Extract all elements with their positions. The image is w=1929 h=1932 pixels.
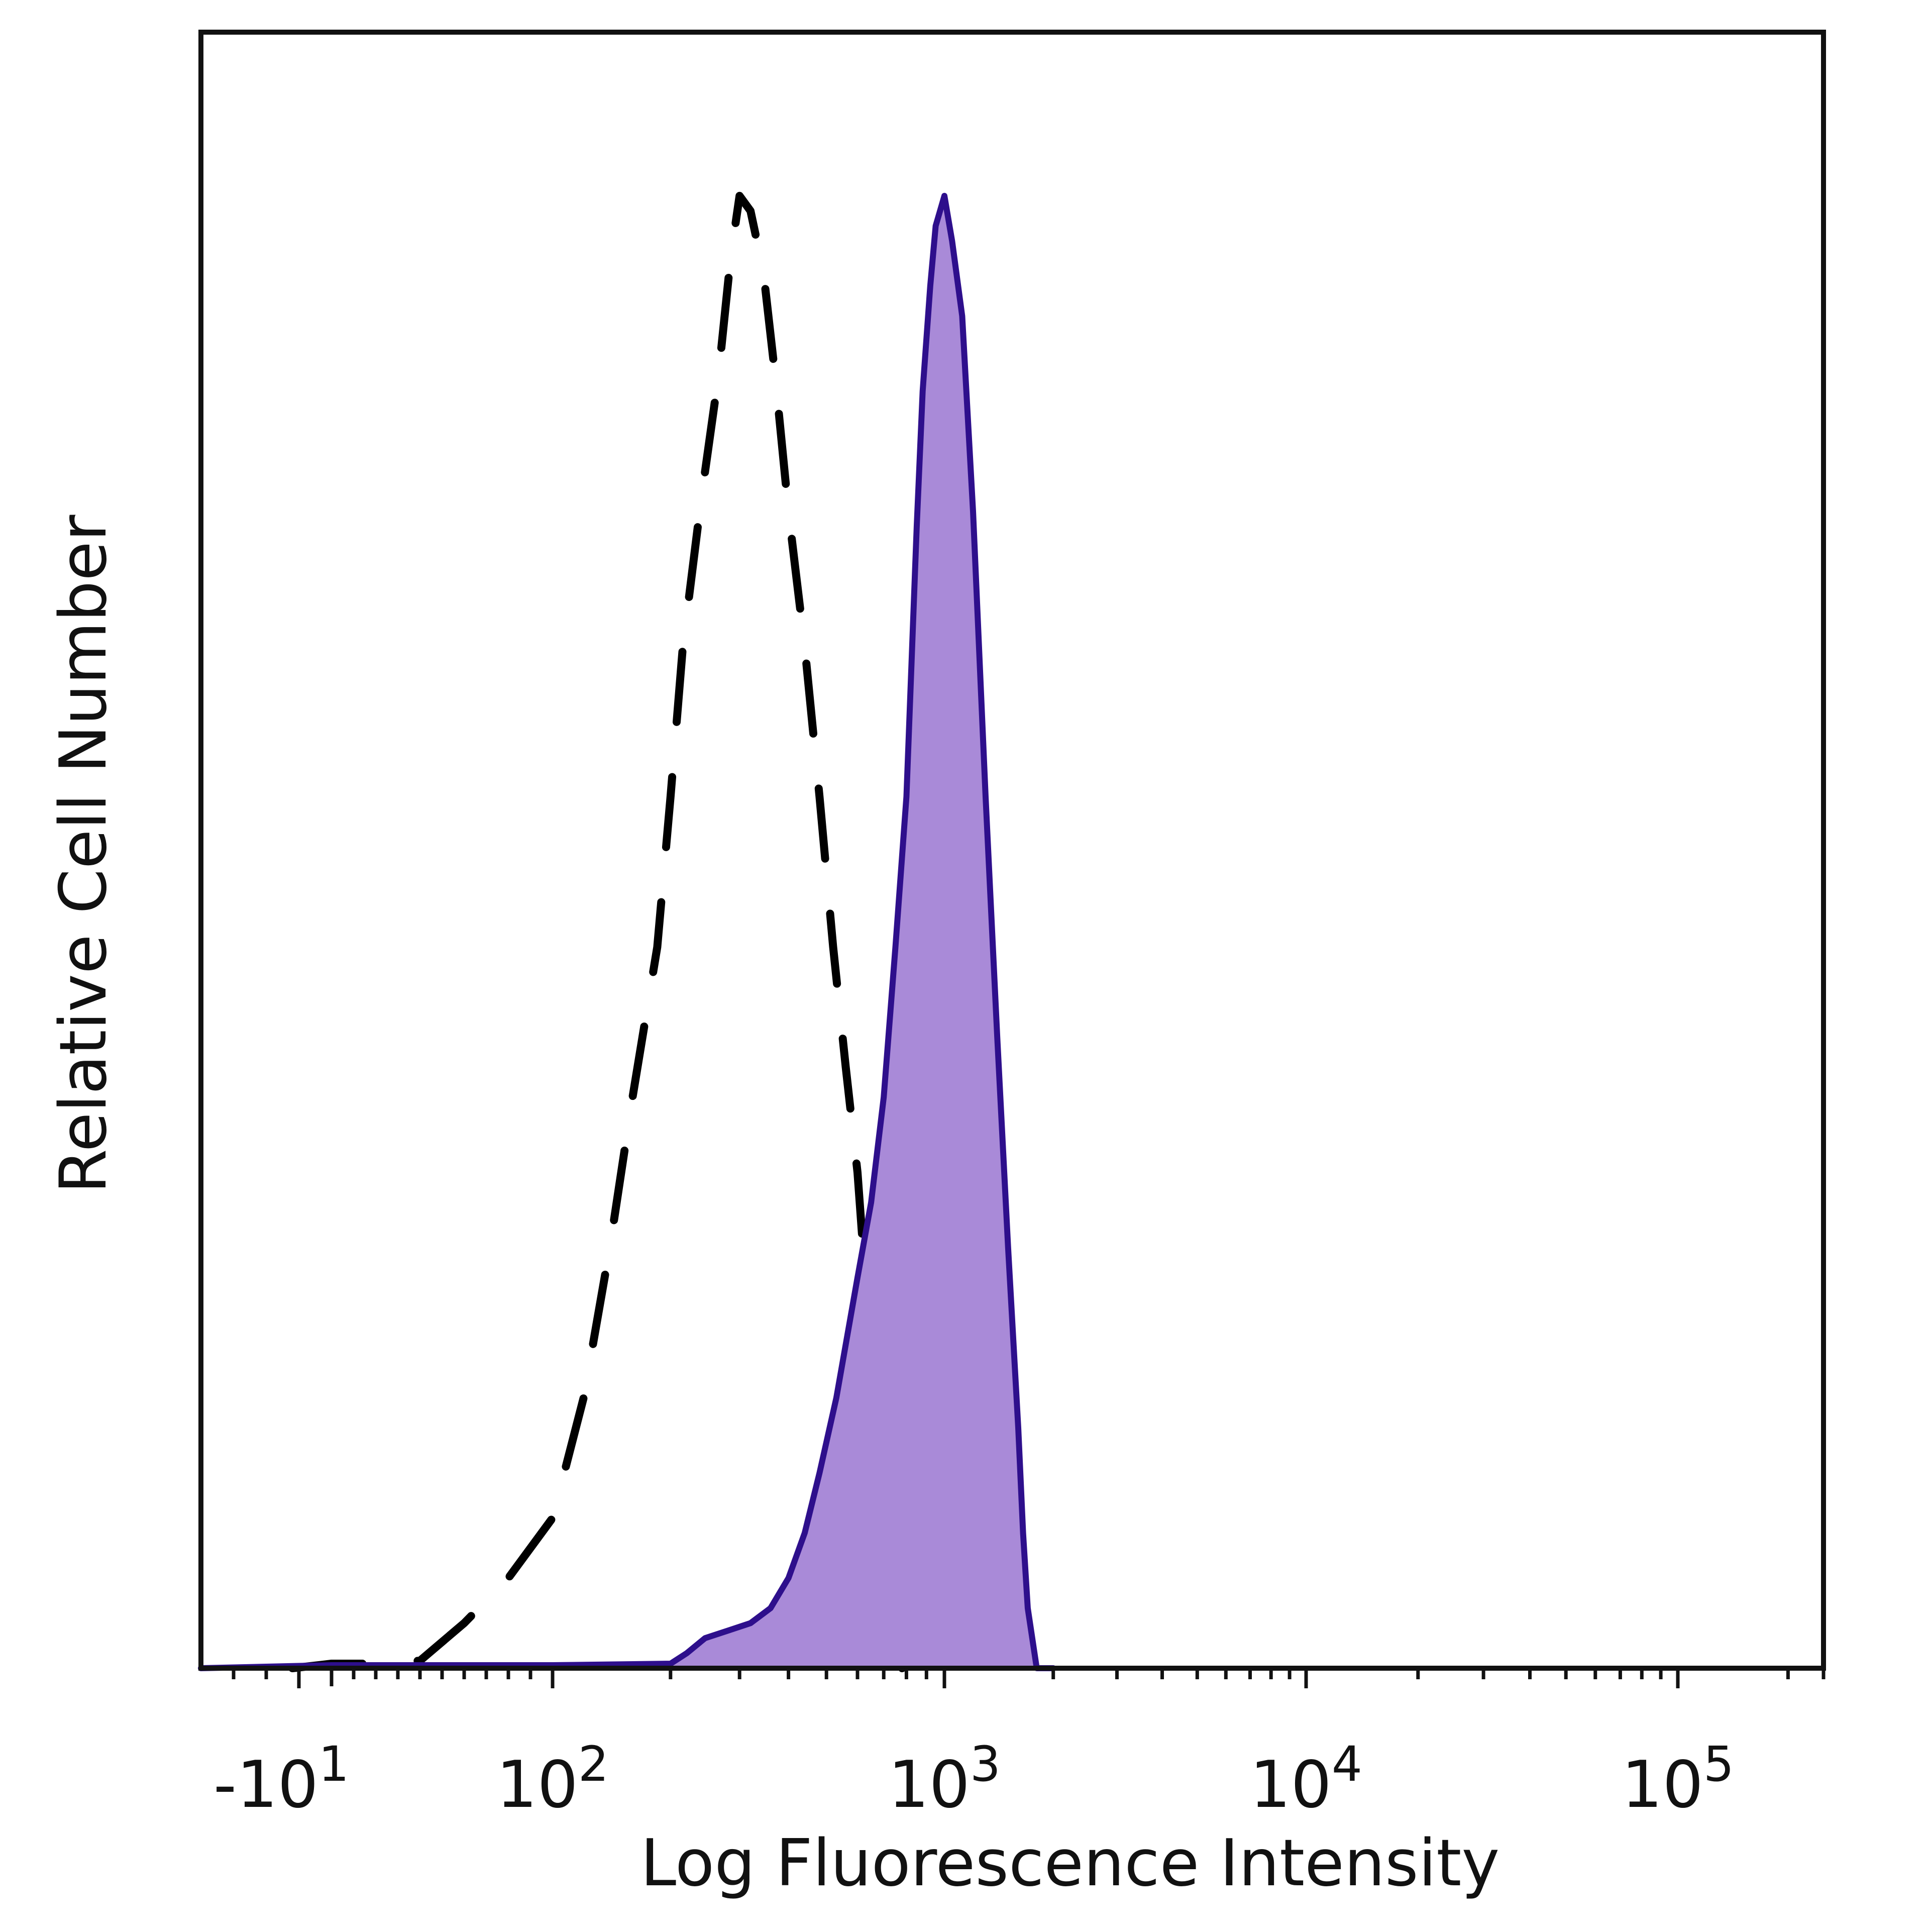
- x-axis-label: Log Fluorescence Intensity: [640, 1826, 1499, 1901]
- plot-frame: [198, 30, 1826, 1671]
- x-tick-label: 105: [1622, 1736, 1734, 1822]
- series-0-dashed-line: [288, 191, 906, 1672]
- x-tick-label: 103: [888, 1736, 1001, 1822]
- x-tick-label: 102: [496, 1736, 609, 1822]
- series-layer: [198, 191, 1056, 1672]
- y-axis-label: Relative Cell Number: [46, 515, 121, 1193]
- series-1-solid-line: [198, 192, 1056, 1671]
- series-1-area: [201, 195, 1053, 1668]
- x-axis-tick-labels: -101 102 103 104 105: [213, 1736, 1734, 1822]
- x-tick-label: 104: [1250, 1736, 1362, 1822]
- x-axis-ticks: [232, 1668, 1826, 1688]
- x-tick-label: -101: [213, 1736, 349, 1822]
